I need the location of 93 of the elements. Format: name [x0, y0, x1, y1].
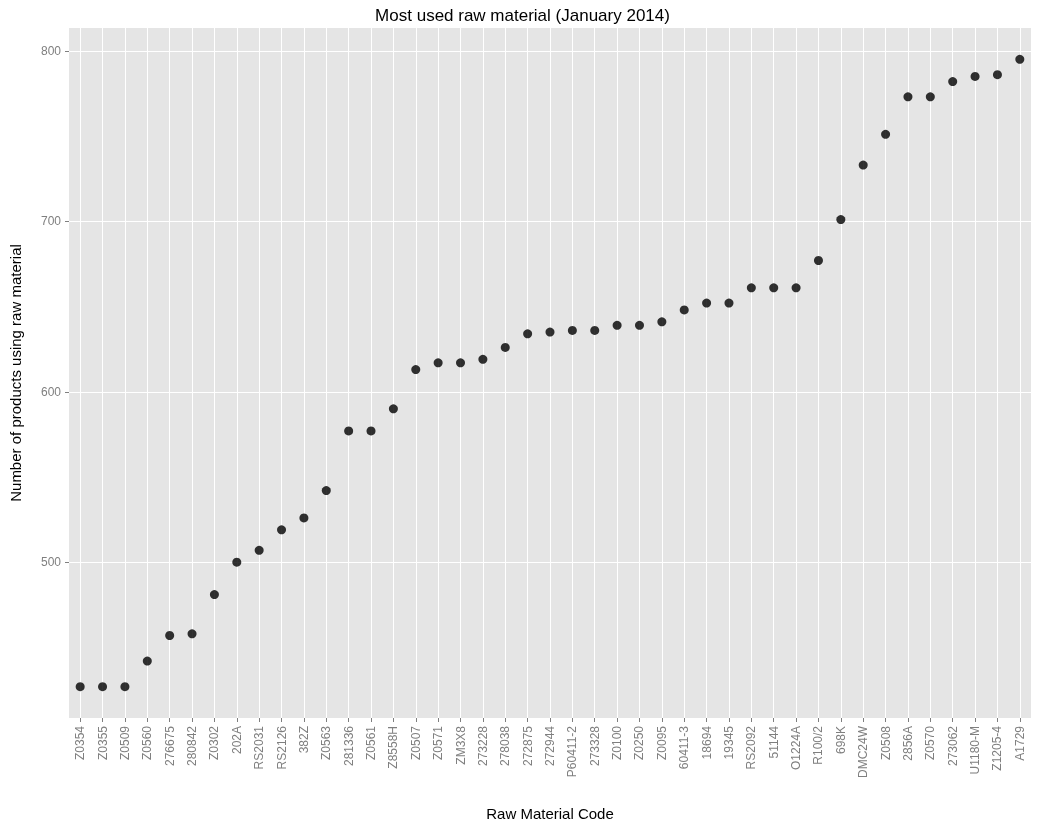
point	[456, 358, 466, 368]
point	[299, 513, 309, 523]
x-axis-title: Raw Material Code	[486, 805, 614, 822]
point	[523, 329, 533, 339]
point	[433, 358, 443, 368]
point	[366, 426, 376, 436]
x-tick-label: 382Z	[296, 726, 311, 754]
x-tick-label: R100/2	[811, 725, 826, 765]
point	[120, 682, 130, 692]
point	[746, 283, 756, 293]
point	[702, 298, 712, 308]
point	[657, 317, 667, 327]
x-tick-label: Z0570	[923, 725, 938, 761]
point	[948, 77, 958, 87]
x-tick-label: 18694	[699, 725, 714, 760]
x-tick-label: Z0507	[408, 725, 423, 761]
x-tick-label: 273062	[945, 725, 960, 767]
x-tick-label: RS2126	[274, 725, 289, 770]
point	[903, 92, 913, 102]
point	[813, 256, 823, 265]
x-tick-label: 276675	[162, 725, 177, 767]
x-tick-label: Z8558H	[386, 726, 401, 769]
point	[187, 629, 197, 639]
point	[791, 283, 801, 293]
x-tick-label: 272944	[543, 725, 557, 767]
point	[142, 656, 152, 666]
point	[635, 320, 644, 330]
x-tick-label: Z0571	[431, 725, 446, 761]
x-tick-label: 273328	[587, 725, 602, 767]
point	[567, 325, 577, 335]
point	[411, 365, 421, 375]
x-tick-label: Z0560	[140, 725, 155, 761]
x-tick-label: 281336	[341, 725, 356, 767]
point	[545, 327, 555, 337]
x-tick-label: U1180-M	[968, 726, 983, 775]
x-tick-label: Z0563	[319, 725, 334, 761]
x-tick-label: Z0355	[95, 725, 110, 761]
x-tick-label: Z0250	[632, 725, 647, 761]
y-tick-label: 600	[40, 384, 62, 399]
x-tick-label: Z1205-4	[990, 725, 1005, 771]
point	[75, 682, 85, 692]
x-tick-label: RS2092	[744, 725, 759, 770]
point	[858, 160, 868, 170]
x-tick-label: Z0100	[610, 725, 625, 761]
point	[254, 545, 264, 555]
x-tick-label: O1224A	[789, 726, 804, 771]
point	[478, 354, 488, 364]
point	[590, 325, 600, 335]
x-tick-label: 51144	[766, 725, 781, 759]
point	[277, 525, 287, 535]
point	[321, 486, 331, 496]
point	[769, 283, 779, 293]
x-tick-label: Z0302	[207, 725, 222, 761]
y-tick-label: 700	[40, 214, 62, 229]
point	[388, 404, 398, 414]
x-tick-label: P60411-2	[565, 725, 580, 778]
x-tick-label: RS2031	[252, 725, 267, 770]
point	[1015, 54, 1025, 64]
x-tick-label: Z0508	[878, 725, 893, 761]
point	[232, 557, 242, 567]
point	[925, 92, 935, 102]
x-tick-label: ZM3X8	[453, 725, 468, 765]
point	[344, 426, 354, 436]
x-tick-label: 273228	[475, 725, 490, 767]
point	[724, 298, 734, 308]
x-tick-label: Z0354	[73, 725, 88, 761]
point	[209, 590, 219, 600]
point	[500, 342, 510, 352]
point	[612, 320, 622, 330]
x-tick-label: 19345	[721, 725, 736, 760]
chart-title: Most used raw material (January 2014)	[375, 6, 670, 25]
x-tick-label: Z0509	[117, 725, 132, 761]
x-tick-label: 698K	[833, 726, 848, 755]
x-tick-label: 272875	[520, 725, 535, 767]
point	[881, 129, 891, 139]
x-tick-label: 278038	[498, 725, 513, 767]
x-tick-label: Z0095	[654, 725, 669, 761]
point	[165, 631, 175, 640]
y-axis-title: Number of products using raw material	[7, 244, 24, 502]
point	[836, 215, 846, 225]
x-tick-label: 280842	[185, 725, 200, 767]
x-tick-label: Z0561	[364, 725, 379, 761]
x-tick-label: 2856A	[900, 726, 915, 761]
point	[98, 682, 108, 692]
y-tick-label: 800	[40, 43, 62, 58]
x-tick-label: 60411-3	[677, 725, 692, 770]
x-tick-label: 202A	[229, 726, 244, 755]
x-tick-label: DMC24W	[856, 725, 871, 779]
point	[679, 305, 689, 315]
point	[970, 71, 980, 81]
x-tick-label: A1729	[1012, 725, 1027, 761]
y-tick-label: 500	[40, 555, 62, 570]
point	[992, 70, 1002, 80]
